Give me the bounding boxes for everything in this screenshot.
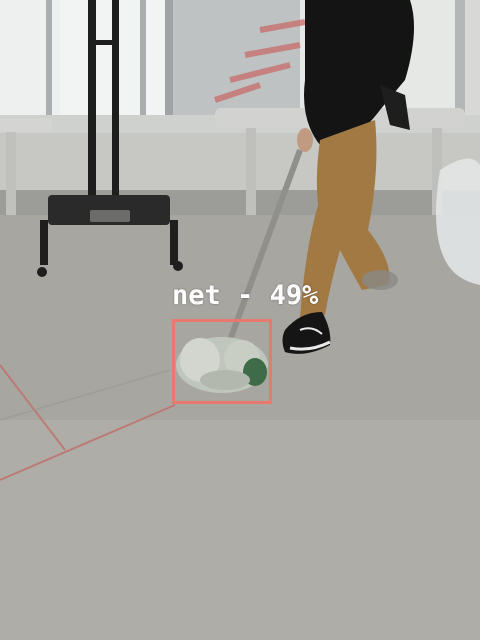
detection-class-name: net bbox=[172, 280, 221, 311]
detection-confidence: 49% bbox=[269, 280, 319, 311]
detection-bounding-box bbox=[172, 319, 272, 404]
detection-label: net - 49% bbox=[172, 280, 318, 312]
detection-separator: - bbox=[220, 280, 270, 311]
